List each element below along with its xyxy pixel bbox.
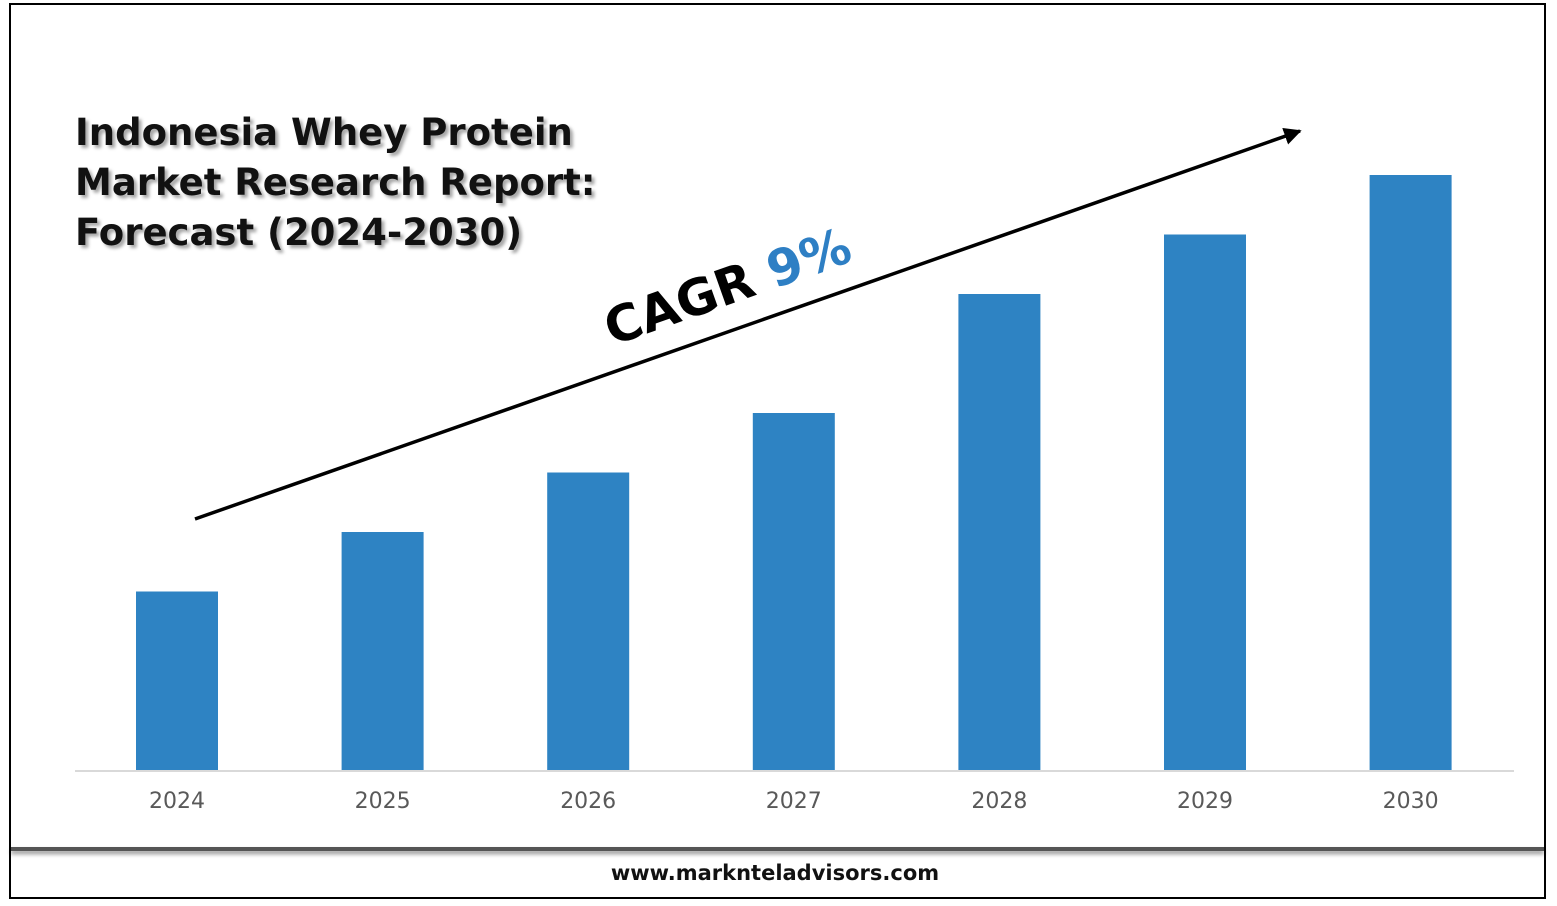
footer-divider	[11, 847, 1544, 851]
title-line-2: Market Research Report:	[75, 161, 596, 204]
bar-2027	[752, 413, 835, 770]
x-tick-label-2024: 2024	[149, 789, 205, 814]
title-line-3: Forecast (2024-2030)	[75, 211, 523, 254]
bar-2025	[341, 532, 424, 770]
x-tick-label-2029: 2029	[1177, 789, 1233, 814]
title-line-1: Indonesia Whey Protein	[75, 111, 573, 154]
bar-2029	[1164, 234, 1246, 770]
x-tick-label-2028: 2028	[971, 789, 1027, 814]
footer-url: www.marknteladvisors.com	[610, 861, 940, 885]
bar-series	[136, 175, 1452, 770]
cagr-value: 9%	[759, 217, 858, 300]
chart-title: Indonesia Whey Protein Market Research R…	[75, 108, 596, 258]
bar-2030	[1369, 175, 1452, 770]
x-tick-label-2026: 2026	[560, 789, 616, 814]
bar-2024	[136, 591, 218, 770]
bar-2028	[958, 294, 1041, 770]
cagr-label: CAGR	[597, 251, 762, 357]
bar-2026	[547, 472, 630, 770]
x-axis-tick-labels: 2024 2025 2026 2027 2028 2029 2030	[149, 789, 1439, 814]
x-tick-label-2025: 2025	[355, 789, 411, 814]
cagr-annotation: CAGR 9%	[597, 217, 859, 358]
cagr-trend-arrow	[194, 127, 1302, 521]
x-tick-label-2030: 2030	[1383, 789, 1439, 814]
x-tick-label-2027: 2027	[766, 789, 822, 814]
